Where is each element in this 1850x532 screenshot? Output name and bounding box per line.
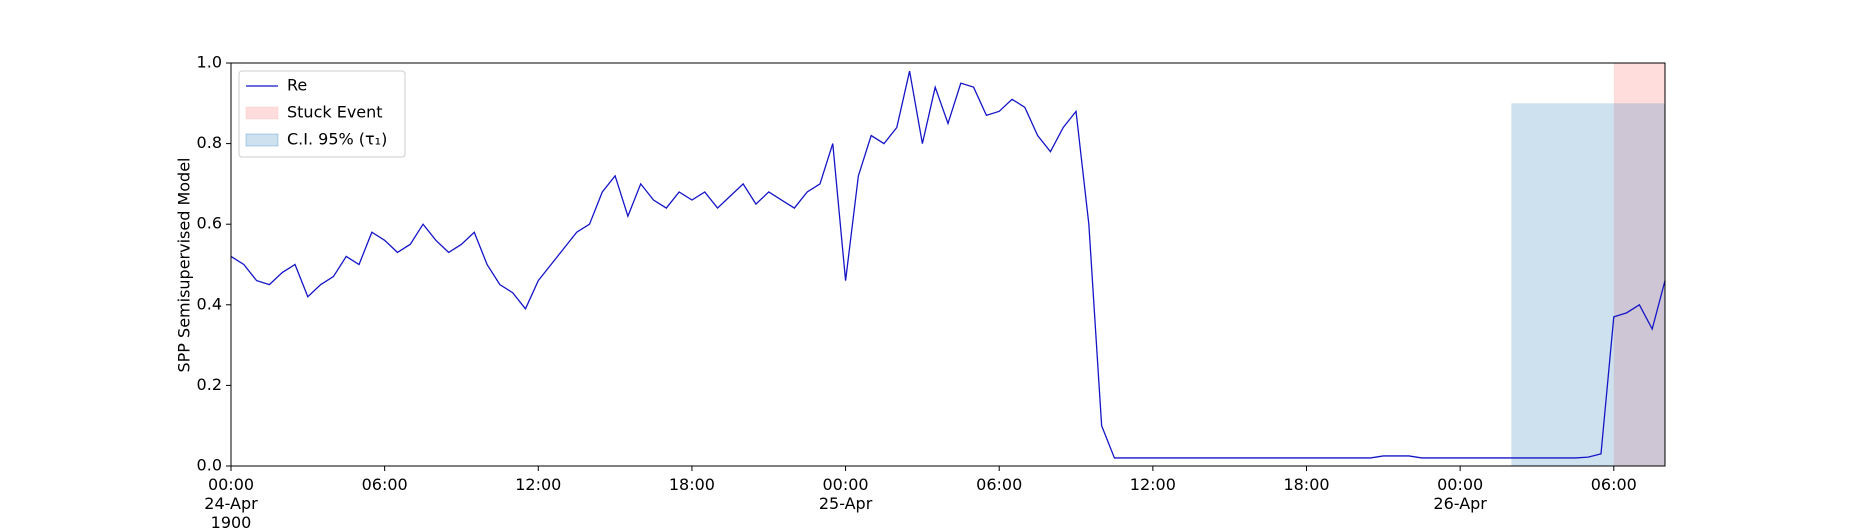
y-tick-label: 0.4 <box>197 294 222 313</box>
y-tick-label: 0.0 <box>197 456 222 475</box>
legend-swatch <box>245 106 279 120</box>
x-tick-label: 06:00 <box>1590 475 1637 494</box>
legend: Re Stuck Event C.I. 95% (τ₁) <box>238 70 406 158</box>
y-tick-label: 0.8 <box>197 133 222 152</box>
y-tick-label: 0.2 <box>197 375 222 394</box>
shaded-region <box>1511 103 1665 467</box>
x-tick-label: 18:00 <box>1283 475 1330 494</box>
data-line <box>230 70 1666 459</box>
legend-label: Stuck Event <box>287 103 383 122</box>
legend-box <box>238 70 406 158</box>
x-tick-label: 12:00 <box>1129 475 1176 494</box>
x-tick-label: 18:00 <box>668 475 715 494</box>
x-tick-label: 00:00 26-Apr <box>1433 475 1487 513</box>
x-tick-label: 00:00 24-Apr 1900 <box>204 475 258 532</box>
legend-label: C.I. 95% (τ₁) <box>287 130 387 149</box>
x-tick-label: 06:00 <box>361 475 408 494</box>
x-tick-label: 06:00 <box>976 475 1023 494</box>
y-tick-label: 1.0 <box>197 53 222 72</box>
legend-label: Re <box>287 76 307 95</box>
y-axis-label: SPP Semisupervised Model <box>175 158 194 373</box>
x-tick-label: 12:00 <box>515 475 562 494</box>
shaded-region <box>1613 63 1665 466</box>
y-tick-label: 0.6 <box>197 214 222 233</box>
legend-swatch <box>245 133 279 147</box>
x-tick-label: 00:00 25-Apr <box>818 475 873 513</box>
plot-frame <box>230 62 1666 467</box>
